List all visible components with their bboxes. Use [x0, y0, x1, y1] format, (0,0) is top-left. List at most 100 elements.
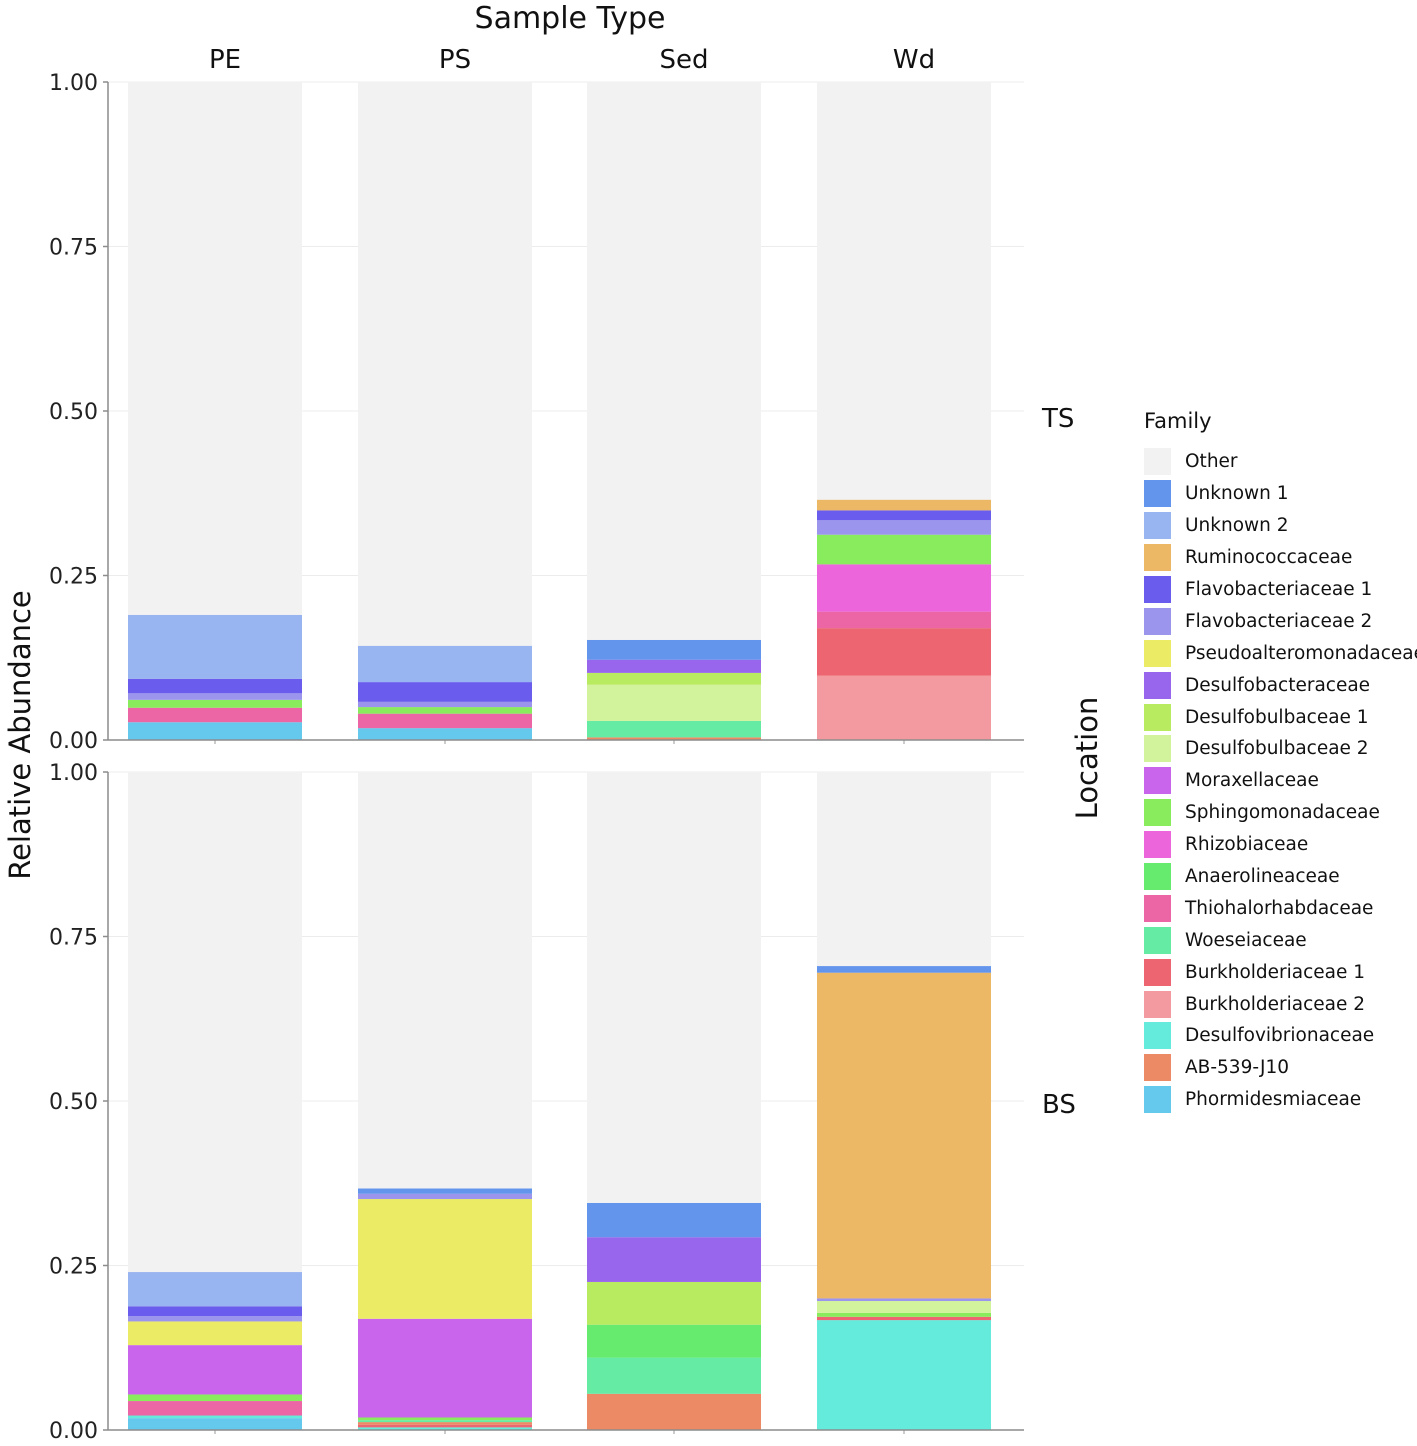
bar-segment-bs-pe-sphingomonadaceae: [128, 1394, 302, 1402]
legend-item-burkholderiaceae-1: Burkholderiaceae 1: [1144, 956, 1417, 988]
legend-swatch: [1144, 544, 1171, 572]
legend-swatch: [1144, 767, 1171, 795]
bar-segment-bs-sed-desulfobacteraceae: [587, 1237, 761, 1282]
legend-item-desulfobulbaceae-1: Desulfobulbaceae 1: [1144, 701, 1417, 733]
legend-swatch: [1144, 639, 1171, 667]
legend-label: Thiohalorhabdaceae: [1185, 897, 1374, 919]
legend-item-ab-539-j10: AB-539-J10: [1144, 1052, 1417, 1084]
bar-segment-ts-wd-flavobacteriaceae-1: [817, 510, 991, 521]
legend-item-sphingomonadaceae: Sphingomonadaceae: [1144, 797, 1417, 829]
bar-segment-ts-wd-burkholderiaceae-1: [817, 628, 991, 676]
y-tick-label: 0.00: [49, 1419, 98, 1444]
legend-item-ruminococcaceae: Ruminococcaceae: [1144, 542, 1417, 574]
legend-swatch: [1144, 448, 1171, 476]
bar-other-ts-sed: [587, 82, 761, 740]
bar-segment-ts-wd-rhizobiaceae: [817, 564, 991, 612]
legend-label: Ruminococcaceae: [1185, 547, 1353, 569]
legend-item-desulfobacteraceae: Desulfobacteraceae: [1144, 669, 1417, 701]
bar-segment-ts-pe-phormidesmiaceae: [128, 722, 302, 740]
legend-swatch: [1144, 990, 1171, 1018]
legend-label: Burkholderiaceae 2: [1185, 993, 1366, 1015]
legend-swatch: [1144, 926, 1171, 954]
bar-other-ts-ps: [358, 82, 532, 740]
bar-segment-ts-sed-woeseiaceae: [587, 720, 761, 738]
legend-label: Desulfobulbaceae 2: [1185, 738, 1369, 760]
y-tick-label: 0.25: [49, 1255, 98, 1280]
column-header-wd: Wd: [893, 45, 935, 75]
legend-items: Other Unknown 1 Unknown 2 Ruminococcaceae Fl…: [1144, 446, 1417, 1116]
row-label-ts: TS: [1041, 404, 1074, 434]
bar-segment-ts-ps-unknown-2: [358, 645, 532, 683]
legend-item-flavobacteriaceae-1: Flavobacteriaceae 1: [1144, 574, 1417, 606]
legend-item-unknown-1: Unknown 1: [1144, 478, 1417, 510]
bar-segment-ts-wd-ruminococcaceae: [817, 499, 991, 511]
bar-segment-bs-sed-anaerolineaceae: [587, 1324, 761, 1358]
y-tick-label: 0.50: [49, 1090, 98, 1115]
legend-label: Woeseiaceae: [1185, 929, 1307, 951]
legend-label: Sphingomonadaceae: [1185, 802, 1380, 824]
bar-segment-bs-pe-thiohalorhabdaceae: [128, 1401, 302, 1416]
legend: Family Other Unknown 1 Unknown 2 Ruminococc…: [1144, 408, 1417, 1116]
y-tick-label: 0.00: [49, 729, 98, 754]
legend-item-thiohalorhabdaceae: Thiohalorhabdaceae: [1144, 892, 1417, 924]
bar-segment-bs-pe-pseudoalteromonadaceae: [128, 1321, 302, 1346]
bar-segment-bs-ps-woeseiaceae: [358, 1420, 532, 1423]
bar-segment-bs-pe-flavobacteriaceae-1: [128, 1306, 302, 1317]
legend-swatch: [1144, 1086, 1171, 1114]
bar-segment-bs-pe-moraxellaceae: [128, 1345, 302, 1395]
y-tick-label: 0.50: [49, 400, 98, 425]
bar-segment-ts-sed-desulfobulbaceae-1: [587, 672, 761, 685]
bar-segment-bs-ps-moraxellaceae: [358, 1318, 532, 1418]
bar-segment-ts-sed-ab-539-j10: [587, 737, 761, 740]
bar-segment-bs-pe-unknown-2: [128, 1272, 302, 1307]
legend-item-phormidesmiaceae: Phormidesmiaceae: [1144, 1084, 1417, 1116]
bar-segment-bs-pe-phormidesmiaceae: [128, 1418, 302, 1430]
bar-segment-bs-ps-desulfovibrionaceae: [358, 1427, 532, 1430]
facet-column-title: Sample Type: [475, 1, 666, 36]
bar-segment-bs-sed-desulfobulbaceae-1: [587, 1281, 761, 1325]
legend-swatch: [1144, 480, 1171, 508]
bar-segment-bs-ps-pseudoalteromonadaceae: [358, 1199, 532, 1319]
bar-segment-ts-ps-thiohalorhabdaceae: [358, 713, 532, 729]
bar-segment-bs-wd-burkholderiaceae-1: [817, 1316, 991, 1321]
legend-label: AB-539-J10: [1185, 1057, 1290, 1079]
bar-segment-ts-pe-flavobacteriaceae-2: [128, 693, 302, 700]
legend-swatch: [1144, 799, 1171, 827]
bar-segment-bs-ps-burkholderiaceae-1: [358, 1424, 532, 1428]
y-axis-label: Relative Abundance: [3, 590, 37, 880]
legend-swatch: [1144, 607, 1171, 635]
bar-segment-ts-sed-unknown-1: [587, 639, 761, 660]
legend-swatch: [1144, 894, 1171, 922]
bar-segment-bs-ps-unknown-1: [358, 1188, 532, 1194]
bar-segment-bs-wd-desulfobulbaceae-2: [817, 1301, 991, 1313]
bar-segment-bs-pe-flavobacteriaceae-2: [128, 1316, 302, 1322]
legend-item-moraxellaceae: Moraxellaceae: [1144, 765, 1417, 797]
legend-item-unknown-2: Unknown 2: [1144, 510, 1417, 542]
bar-segment-ts-pe-unknown-2: [128, 614, 302, 679]
bar-segment-bs-ps-ab-539-j10: [358, 1422, 532, 1425]
y-tick-label: 1.00: [49, 71, 98, 96]
bar-segment-ts-wd-burkholderiaceae-2: [817, 675, 991, 740]
bar-segment-bs-ps-sphingomonadaceae: [358, 1417, 532, 1421]
y-tick-label: 0.75: [49, 926, 98, 951]
legend-label: Phormidesmiaceae: [1185, 1089, 1362, 1111]
bar-segment-ts-wd-flavobacteriaceae-2: [817, 520, 991, 535]
legend-label: Desulfobacteraceae: [1185, 674, 1371, 696]
column-header-ps: PS: [439, 45, 471, 75]
legend-item-woeseiaceae: Woeseiaceae: [1144, 924, 1417, 956]
column-header-pe: PE: [209, 45, 241, 75]
bar-segment-bs-wd-unknown-1: [817, 966, 991, 973]
row-label-bs: BS: [1042, 1090, 1076, 1120]
bar-segment-ts-sed-desulfobacteraceae: [587, 659, 761, 673]
bar-segment-ts-pe-sphingomonadaceae: [128, 699, 302, 708]
bar-segment-bs-sed-unknown-1: [587, 1202, 761, 1238]
bar-segment-ts-sed-desulfobulbaceae-2: [587, 684, 761, 721]
legend-swatch: [1144, 1022, 1171, 1050]
legend-item-rhizobiaceae: Rhizobiaceae: [1144, 829, 1417, 861]
legend-label: Desulfobulbaceae 1: [1185, 706, 1369, 728]
bar-segment-bs-sed-woeseiaceae: [587, 1357, 761, 1394]
legend-label: Unknown 2: [1185, 515, 1289, 537]
legend-label: Rhizobiaceae: [1185, 834, 1309, 856]
legend-label: Pseudoalteromonadaceae: [1185, 642, 1417, 664]
